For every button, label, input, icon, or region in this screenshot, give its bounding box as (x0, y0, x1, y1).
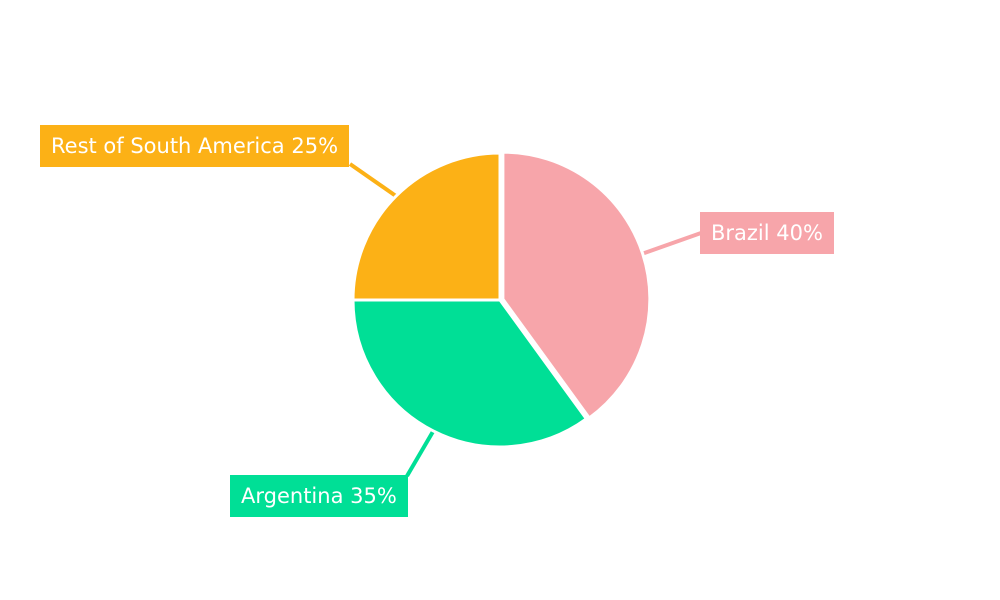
pie-slice-brazil[interactable] (501, 150, 652, 421)
pie-label-argentina[interactable]: Argentina 35% (230, 475, 408, 517)
pie-label-rest-of-south-america[interactable]: Rest of South America 25% (40, 125, 350, 167)
leader-line-argentina (405, 429, 436, 478)
pie-slice-argentina[interactable] (351, 298, 589, 449)
leader-line-rest-of-south-america (348, 162, 398, 198)
pie-slice-rest-of-south-america[interactable] (351, 151, 502, 302)
pie-label-brazil[interactable]: Brazil 40% (700, 212, 834, 254)
leader-line-brazil (642, 231, 702, 256)
